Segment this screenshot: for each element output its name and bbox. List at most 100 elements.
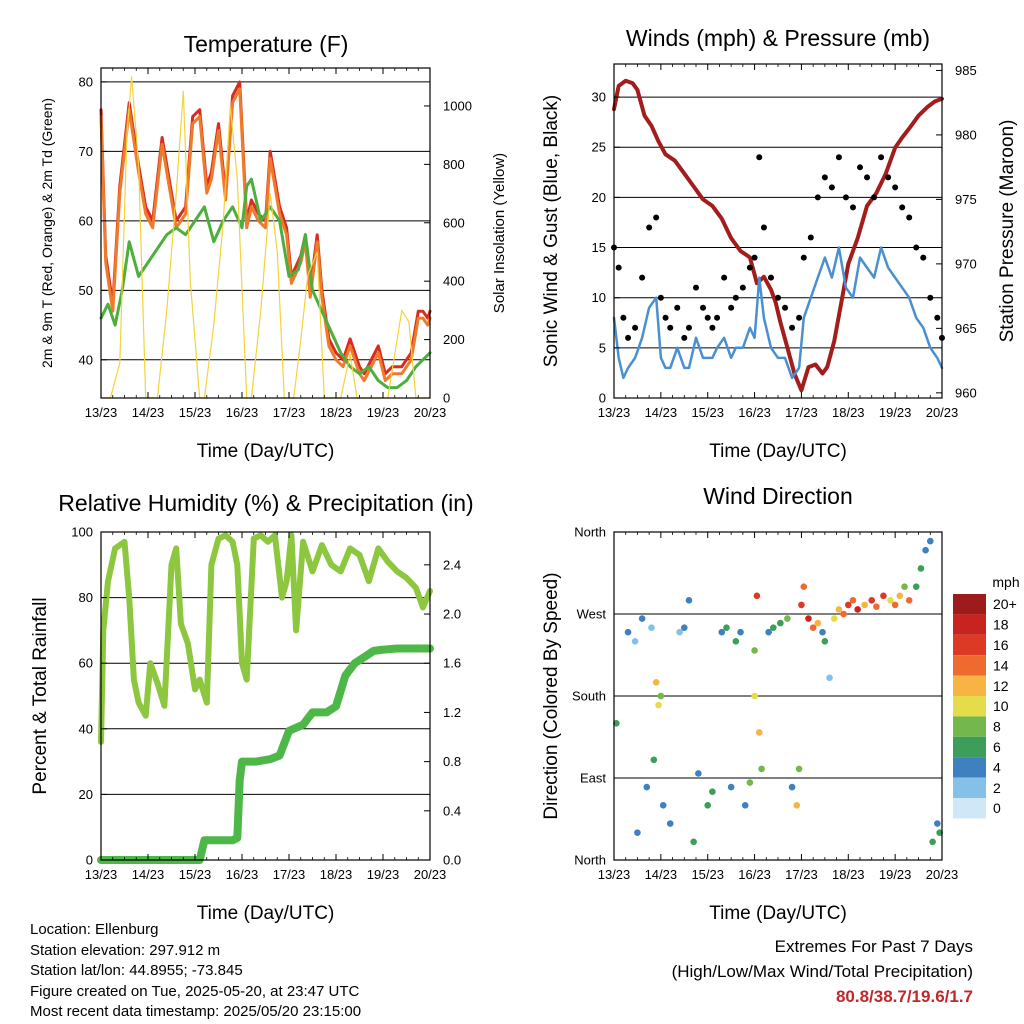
gust-point — [751, 254, 758, 261]
legend-title: mph — [992, 574, 1019, 590]
gust-point — [899, 204, 906, 211]
direction-point — [854, 606, 861, 613]
direction-point — [723, 624, 730, 631]
x-tick-label: 15/23 — [179, 405, 212, 420]
chart-title: Relative Humidity (%) & Precipitation (i… — [58, 490, 473, 516]
gust-point — [775, 294, 781, 301]
gust-point — [632, 324, 639, 331]
direction-point — [917, 565, 925, 572]
gust-point — [864, 174, 871, 181]
gust-point — [721, 274, 728, 281]
direction-point — [819, 628, 826, 636]
series-9m-t — [99, 87, 432, 383]
direction-point — [652, 679, 660, 686]
x-axis-label: Time (Day/UTC) — [709, 441, 847, 462]
direction-point — [821, 638, 829, 645]
direction-point — [805, 615, 812, 622]
gust-point — [849, 204, 856, 211]
extremes-box: Extremes For Past 7 Days (High/Low/Max W… — [672, 934, 973, 1009]
direction-point — [704, 802, 712, 809]
y2-tick-label: 985 — [955, 63, 977, 78]
series-total-rainfall — [97, 644, 434, 864]
gust-point — [693, 284, 699, 291]
direction-point — [755, 729, 763, 736]
direction-point — [814, 619, 822, 627]
x-tick-label: 13/23 — [598, 405, 631, 420]
gust-point — [674, 304, 681, 311]
legend-label: 12 — [993, 678, 1009, 694]
direction-point — [727, 783, 735, 791]
speed-legend: mph 20+ 18 16 14 12 10 8 6 4 2 0 — [953, 574, 1020, 819]
x-tick-label: 20/23 — [926, 405, 959, 420]
y2-tick-label: 0 — [443, 391, 450, 406]
gust-point — [681, 334, 688, 341]
y-tick-label: 80 — [79, 590, 93, 605]
y-tick-label: 40 — [79, 721, 93, 736]
x-tick-label: 16/23 — [226, 867, 259, 882]
legend-swatch — [953, 594, 986, 615]
y2-tick-label: 800 — [443, 157, 465, 172]
gust-point — [857, 164, 863, 171]
gust-point — [760, 224, 767, 231]
direction-point — [868, 597, 876, 604]
legend-swatch — [953, 634, 986, 656]
y-tick-label: South — [572, 689, 606, 704]
direction-point — [631, 638, 639, 645]
direction-point — [718, 628, 726, 636]
direction-point — [840, 610, 847, 618]
y2-tick-label: 600 — [443, 215, 465, 230]
gust-point — [920, 254, 927, 261]
legend-swatch — [953, 655, 986, 676]
y-axis-label: 2m & 9m T (Red, Orange) & 2m Td (Green) — [39, 98, 55, 368]
gust-point — [709, 324, 716, 331]
chart-title: Wind Direction — [703, 483, 853, 509]
y-axis-label: Direction (Colored By Speed) — [541, 572, 562, 819]
x-axis-label: Time (Day/UTC) — [197, 441, 335, 462]
x-tick-label: 14/23 — [132, 867, 165, 882]
direction-point — [650, 756, 658, 764]
direction-point — [912, 583, 920, 590]
legend-label: 18 — [993, 617, 1009, 633]
direction-point — [784, 615, 791, 622]
direction-point — [929, 838, 936, 846]
legend-swatch — [953, 736, 986, 758]
legend-label: 0 — [993, 800, 1001, 816]
x-tick-label: 13/23 — [85, 867, 118, 882]
gust-point — [646, 224, 653, 231]
x-tick-label: 19/23 — [879, 405, 912, 420]
direction-point — [795, 765, 803, 773]
chart-title: Temperature (F) — [184, 31, 349, 57]
gust-point — [800, 254, 807, 261]
gust-point — [878, 154, 885, 161]
direction-point — [657, 692, 665, 700]
legend-swatch — [953, 777, 986, 798]
x-tick-label: 16/23 — [738, 867, 771, 882]
direction-point — [798, 601, 805, 609]
x-tick-label: 15/23 — [691, 867, 724, 882]
gust-point — [756, 154, 763, 161]
x-axis-label: Time (Day/UTC) — [709, 903, 847, 924]
chart-panel-4: Wind Direction 13/23 14/23 15/23 16/23 17/23 1… — [541, 483, 1020, 924]
direction-point — [936, 829, 943, 836]
gust-point — [732, 294, 739, 301]
y-tick-label: 80 — [79, 74, 93, 89]
direction-point — [809, 624, 817, 631]
direction-point — [648, 624, 655, 631]
y-tick-label: East — [580, 771, 606, 786]
x-tick-label: 17/23 — [273, 867, 306, 882]
x-tick-label: 20/23 — [414, 405, 447, 420]
direction-point — [835, 606, 843, 613]
direction-point — [849, 597, 857, 604]
gust-point — [767, 274, 774, 281]
direction-point — [873, 603, 880, 611]
direction-point — [746, 779, 754, 786]
legend-label: 16 — [993, 637, 1009, 653]
y-tick-label: 20 — [79, 787, 93, 802]
direction-point — [741, 802, 749, 809]
direction-point — [896, 592, 904, 600]
direction-point — [926, 537, 934, 545]
direction-point — [880, 592, 887, 600]
y2-tick-label: 2.4 — [443, 557, 461, 572]
direction-point — [777, 619, 784, 627]
